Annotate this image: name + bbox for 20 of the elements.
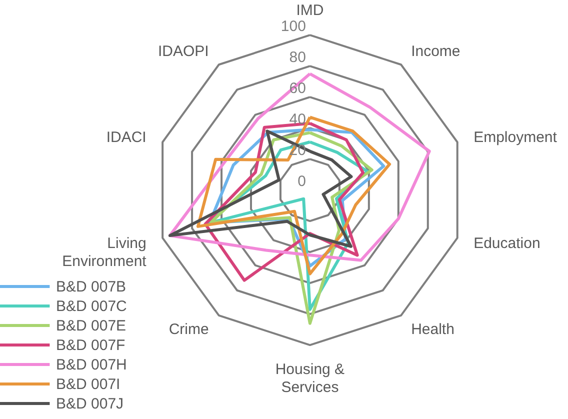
legend-label: B&D 007C — [56, 298, 128, 315]
spoke-label: Housing & Services — [275, 361, 345, 396]
y-tick-label: 80 — [289, 49, 306, 66]
spoke-label: Living Environment — [62, 235, 148, 270]
spoke-label: Crime — [168, 321, 209, 338]
spoke-label: Education — [474, 235, 540, 252]
legend-label: B&D 007J — [56, 396, 124, 412]
spoke-label: IMD — [296, 2, 324, 19]
spoke-label: Income — [411, 42, 460, 60]
spoke-label: IDACI — [106, 128, 146, 146]
legend-label: B&D 007B — [56, 278, 126, 296]
spoke-label: IDAOPI — [158, 42, 209, 60]
spoke-label: Health — [411, 321, 454, 338]
legend-label: B&D 007I — [56, 376, 120, 393]
legend-label: B&D 007E — [56, 318, 126, 334]
spoke-label: Employment — [474, 128, 558, 146]
y-tick-label: 0 — [298, 173, 306, 190]
legend-label: B&D 007F — [56, 337, 126, 354]
legend-label: B&D 007H — [56, 356, 127, 374]
y-tick-label: 100 — [280, 18, 306, 36]
